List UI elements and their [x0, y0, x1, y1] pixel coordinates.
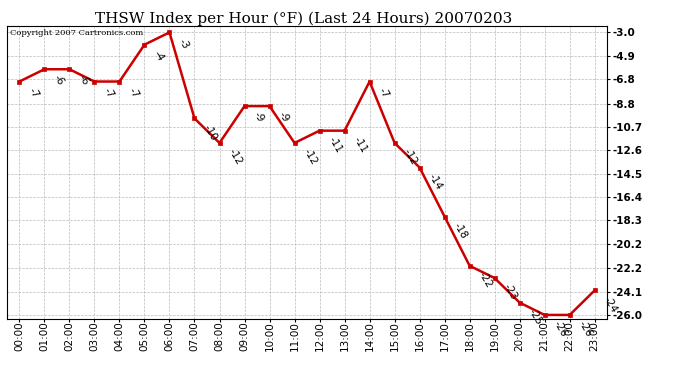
Text: 00:00: 00:00 [14, 321, 24, 351]
Text: 15:00: 15:00 [390, 321, 400, 351]
Text: 08:00: 08:00 [215, 321, 224, 351]
Text: 20:00: 20:00 [515, 321, 524, 351]
Text: 22:00: 22:00 [564, 321, 575, 351]
Text: 16:00: 16:00 [415, 321, 424, 351]
Text: -6: -6 [77, 74, 90, 87]
Text: 12:00: 12:00 [315, 321, 324, 351]
Text: -14: -14 [426, 172, 444, 191]
Text: -11: -11 [351, 135, 368, 154]
Text: -22: -22 [477, 270, 494, 290]
Text: 01:00: 01:00 [39, 321, 50, 351]
Text: THSW Index per Hour (°F) (Last 24 Hours) 20070203: THSW Index per Hour (°F) (Last 24 Hours)… [95, 11, 512, 26]
Text: -12: -12 [226, 147, 244, 167]
Text: 04:00: 04:00 [115, 321, 124, 351]
Text: -9: -9 [251, 110, 266, 124]
Text: -12: -12 [302, 147, 319, 167]
Text: -9: -9 [277, 110, 290, 124]
Text: 14:00: 14:00 [364, 321, 375, 351]
Text: -10: -10 [201, 123, 219, 142]
Text: 17:00: 17:00 [440, 321, 450, 351]
Text: -7: -7 [101, 86, 115, 100]
Text: -18: -18 [451, 221, 469, 240]
Text: 13:00: 13:00 [339, 321, 350, 351]
Text: -26: -26 [577, 319, 594, 339]
Text: -7: -7 [26, 86, 40, 100]
Text: 19:00: 19:00 [490, 321, 500, 351]
Text: 11:00: 11:00 [290, 321, 299, 351]
Text: 18:00: 18:00 [464, 321, 475, 351]
Text: -4: -4 [151, 49, 166, 63]
Text: -23: -23 [502, 282, 519, 302]
Text: -25: -25 [526, 307, 544, 327]
Text: 23:00: 23:00 [590, 321, 600, 351]
Text: 07:00: 07:00 [190, 321, 199, 351]
Text: -11: -11 [326, 135, 344, 154]
Text: Copyright 2007 Cartronics.com: Copyright 2007 Cartronics.com [10, 29, 143, 37]
Text: -7: -7 [126, 86, 140, 100]
Text: 21:00: 21:00 [540, 321, 550, 351]
Text: -6: -6 [51, 74, 66, 87]
Text: -3: -3 [177, 36, 190, 51]
Text: 02:00: 02:00 [64, 321, 75, 351]
Text: -7: -7 [377, 86, 391, 100]
Text: 10:00: 10:00 [264, 321, 275, 351]
Text: -24: -24 [602, 294, 619, 314]
Text: 03:00: 03:00 [90, 321, 99, 351]
Text: 09:00: 09:00 [239, 321, 250, 351]
Text: -26: -26 [551, 319, 569, 339]
Text: -12: -12 [402, 147, 419, 167]
Text: 05:00: 05:00 [139, 321, 150, 351]
Text: 06:00: 06:00 [164, 321, 175, 351]
